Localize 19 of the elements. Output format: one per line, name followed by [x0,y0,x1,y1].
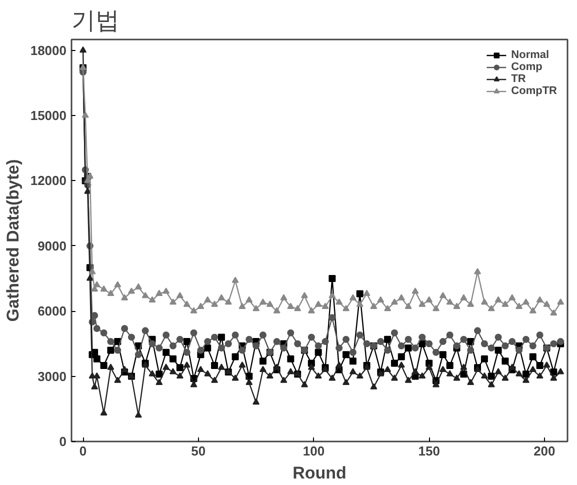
legend-label: TR [511,73,527,85]
y-tick-label: 3000 [38,368,66,384]
chart-title: 기법 [72,8,120,34]
x-tick-label: 150 [418,444,440,458]
y-tick-label: 6000 [38,304,66,319]
y-tick-label: 9000 [38,238,66,254]
x-axis-title: Round [292,464,346,482]
legend-label: Normal [511,49,550,61]
legend-label: Comp [511,61,542,73]
legend-label: CompTR [511,85,557,97]
x-tick-label: 200 [534,444,556,458]
x-tick-label: 0 [79,444,87,458]
x-tick-label: 50 [191,444,206,458]
y-axis-title: Gathered Data(byte) [3,159,22,322]
x-tick-label: 100 [302,444,325,458]
y-tick-label: 0 [59,434,67,449]
y-tick-label: 12000 [30,173,67,188]
y-tick-label: 15000 [30,108,67,124]
y-tick-label: 18000 [30,42,67,58]
